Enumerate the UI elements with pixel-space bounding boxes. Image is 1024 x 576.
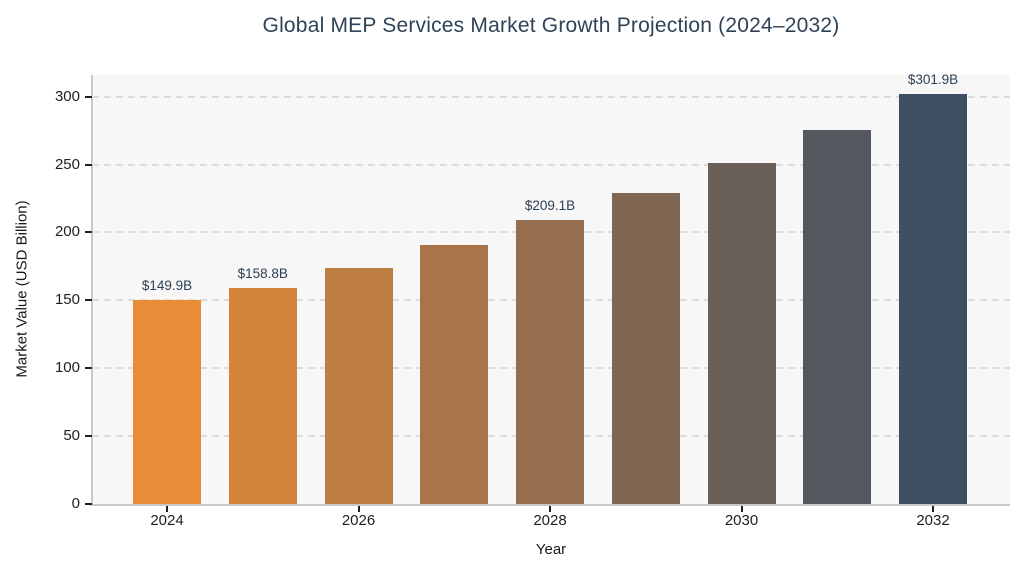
gridline-300 (92, 95, 1010, 98)
x-tick-mark-2026 (357, 506, 360, 512)
y-tick-label-300: 300 (54, 87, 80, 105)
bar-2028 (516, 220, 584, 504)
bar-value-label-2032: $301.9B (907, 72, 959, 88)
y-tick-mark-100 (85, 367, 92, 370)
y-tick-mark-0 (85, 503, 92, 505)
gridline-250 (92, 163, 1010, 166)
bar-2030 (707, 162, 776, 504)
x-axis-label: Year (535, 541, 567, 558)
y-tick-mark-250 (85, 163, 92, 166)
bar-2027 (420, 244, 489, 504)
x-tick-mark-2030 (740, 506, 743, 512)
x-tick-mark-2024 (166, 506, 168, 512)
x-tick-label-2032: 2032 (916, 512, 950, 529)
bar-value-label-2025: $158.8B (237, 266, 288, 282)
bar-value-label-2028: $209.1B (524, 198, 576, 214)
y-tick-label-0: 0 (71, 495, 80, 512)
x-tick-label-2024: 2024 (150, 512, 184, 529)
bar-2025 (228, 288, 297, 504)
y-axis-spine (91, 75, 93, 505)
x-tick-mark-2032 (932, 506, 934, 512)
bar-2026 (324, 267, 393, 504)
y-tick-mark-300 (85, 95, 92, 98)
bar-2032 (899, 94, 967, 504)
bar-2031 (803, 130, 872, 504)
y-tick-label-150: 150 (54, 291, 80, 309)
bar-2029 (611, 192, 680, 504)
y-tick-label-250: 250 (54, 155, 80, 173)
bar-value-label-2024: $149.9B (141, 278, 193, 294)
bar-2024 (133, 300, 201, 504)
y-tick-mark-200 (85, 231, 92, 234)
x-tick-label-2030: 2030 (724, 512, 759, 529)
x-tick-label-2026: 2026 (341, 512, 376, 529)
y-axis-label: Market Value (USD Billion) (13, 200, 31, 378)
chart-title: Global MEP Services Market Growth Projec… (262, 14, 840, 37)
y-tick-label-100: 100 (54, 359, 80, 377)
x-tick-label-2028: 2028 (533, 512, 567, 529)
y-tick-label-200: 200 (54, 223, 80, 241)
x-axis-spine (90, 504, 1010, 506)
y-tick-mark-50 (85, 435, 92, 438)
x-tick-mark-2028 (549, 506, 551, 512)
y-tick-mark-150 (85, 299, 92, 302)
y-tick-label-50: 50 (63, 427, 80, 445)
